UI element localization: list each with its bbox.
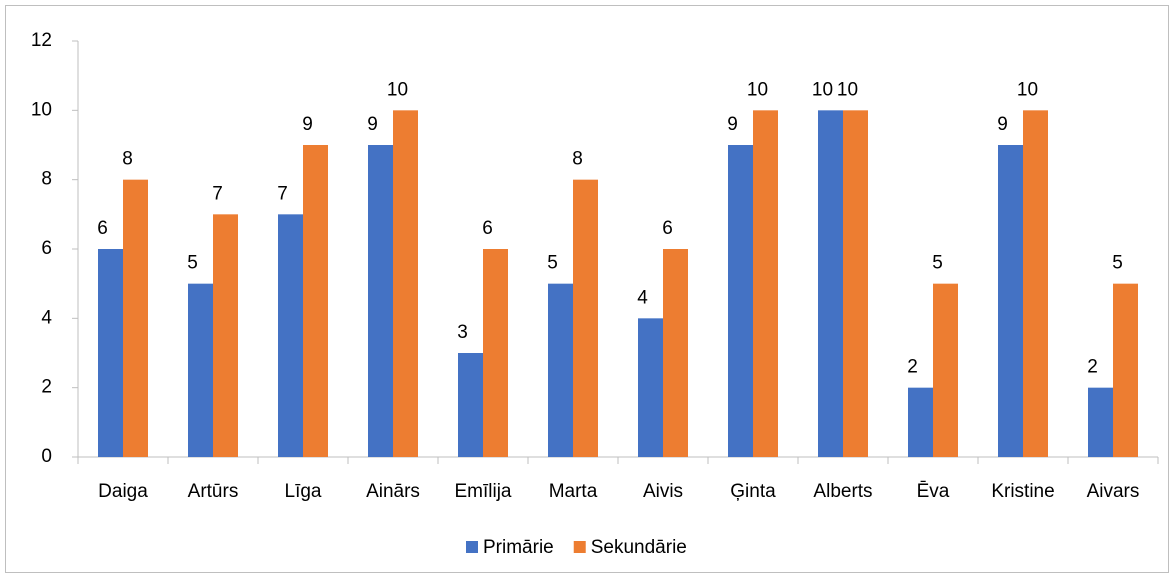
data-label: 3	[457, 322, 468, 343]
data-label: 9	[367, 114, 378, 135]
data-label: 10	[812, 79, 833, 100]
bar	[98, 249, 123, 457]
data-label: 8	[122, 149, 133, 170]
bar	[933, 283, 958, 457]
x-tick-label: Ģinta	[730, 481, 776, 502]
bar	[573, 179, 598, 457]
y-tick-label: 2	[41, 377, 52, 398]
bar	[548, 283, 573, 457]
x-tick-label: Ēva	[917, 481, 950, 502]
x-tick-label: Artūrs	[188, 481, 239, 502]
x-tick-label: Ainārs	[366, 481, 420, 502]
bar	[1088, 387, 1113, 457]
y-tick-label: 6	[41, 238, 52, 259]
bar	[638, 318, 663, 457]
data-label: 5	[547, 253, 558, 274]
bar	[663, 249, 688, 457]
bar	[458, 353, 483, 457]
legend-label: Primārie	[483, 537, 554, 558]
x-tick-label: Aivars	[1087, 481, 1140, 502]
data-label: 5	[187, 253, 198, 274]
data-label: 10	[747, 79, 768, 100]
bar	[728, 145, 753, 457]
x-tick-label: Aivis	[643, 481, 683, 502]
data-label: 7	[212, 183, 223, 204]
bar	[1023, 110, 1048, 457]
x-tick-label: Alberts	[813, 481, 872, 502]
legend-swatch	[466, 541, 478, 553]
bar	[1113, 283, 1138, 457]
bar	[843, 110, 868, 457]
data-label: 5	[932, 253, 943, 274]
x-tick-label: Marta	[549, 481, 598, 502]
data-label: 2	[907, 357, 918, 378]
data-label: 5	[1112, 253, 1123, 274]
data-label: 6	[662, 218, 673, 239]
data-label: 6	[97, 218, 108, 239]
data-label: 2	[1087, 357, 1098, 378]
x-tick-label: Daiga	[98, 481, 148, 502]
x-tick-label: Emīlija	[454, 481, 511, 502]
bar	[278, 214, 303, 457]
data-label: 7	[277, 183, 288, 204]
data-label: 10	[387, 79, 408, 100]
data-label: 10	[1017, 79, 1038, 100]
x-tick-label: Kristine	[991, 481, 1054, 502]
data-label: 8	[572, 149, 583, 170]
data-label: 6	[482, 218, 493, 239]
y-tick-label: 0	[41, 446, 52, 467]
data-label: 10	[837, 79, 858, 100]
y-tick-label: 8	[41, 169, 52, 190]
y-tick-label: 12	[31, 30, 52, 51]
bar	[213, 214, 238, 457]
bar	[368, 145, 393, 457]
data-label: 9	[997, 114, 1008, 135]
bar	[188, 283, 213, 457]
x-tick-label: Līga	[285, 481, 322, 502]
bar	[303, 145, 328, 457]
bar	[753, 110, 778, 457]
bar	[483, 249, 508, 457]
bar	[123, 179, 148, 457]
bar	[393, 110, 418, 457]
legend-swatch	[573, 541, 586, 553]
y-tick-label: 10	[31, 99, 52, 120]
y-tick-label: 4	[41, 307, 52, 328]
bar	[908, 387, 933, 457]
legend-label: Sekundārie	[591, 537, 687, 558]
data-label: 9	[727, 114, 738, 135]
bar	[998, 145, 1023, 457]
data-label: 4	[637, 287, 648, 308]
bar	[818, 110, 843, 457]
data-label: 9	[302, 114, 313, 135]
